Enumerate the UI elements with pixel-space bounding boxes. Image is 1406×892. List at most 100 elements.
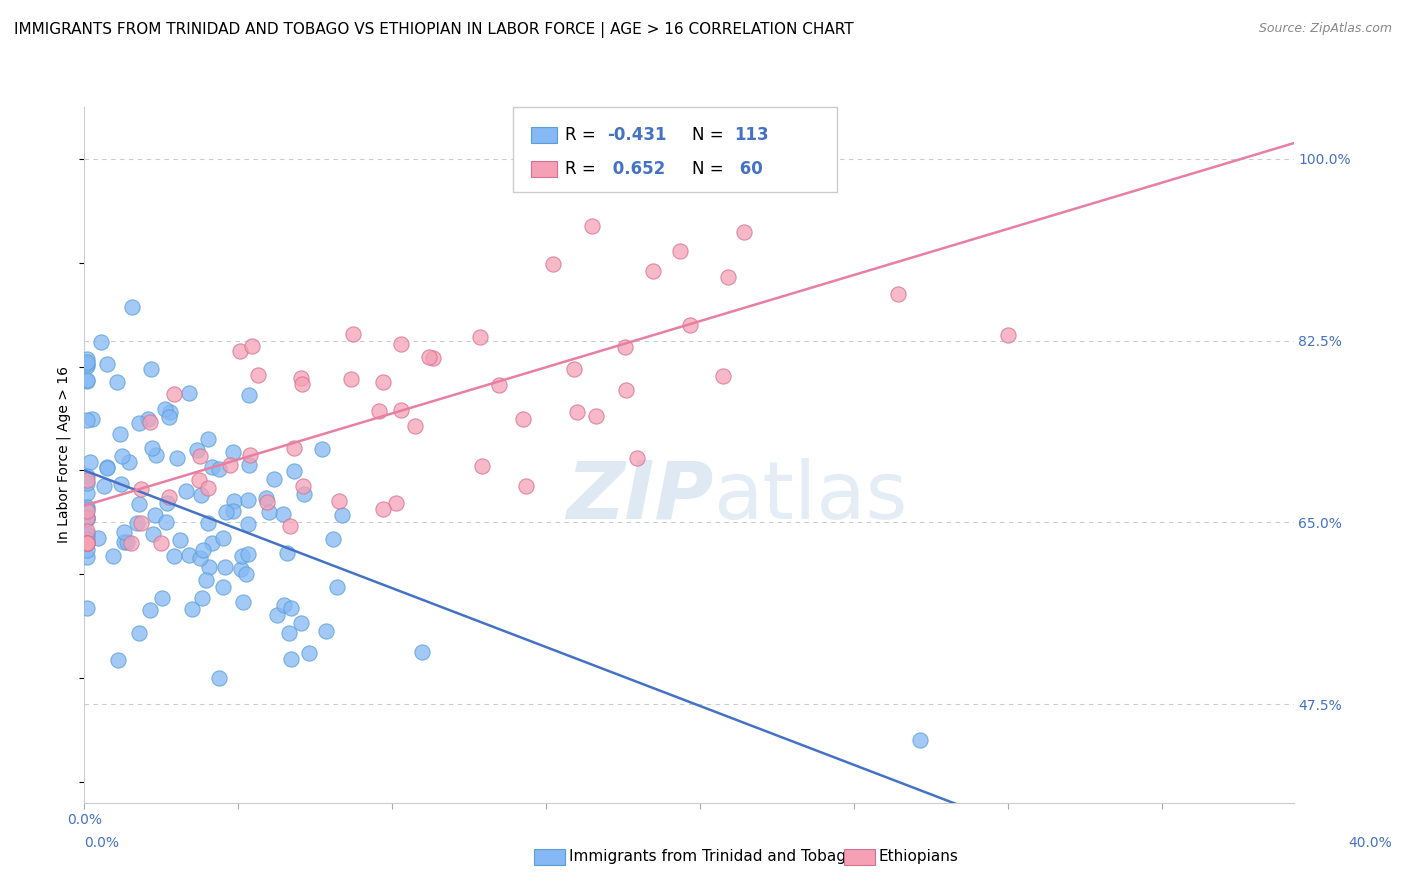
Point: [280, 652, 302, 666]
Text: IMMIGRANTS FROM TRINIDAD AND TOBAGO VS ETHIOPIAN IN LABOR FORCE | AGE > 16 CORRE: IMMIGRANTS FROM TRINIDAD AND TOBAGO VS E…: [14, 22, 853, 38]
Point: [108, 426, 131, 441]
Point: [157, 490, 180, 504]
Point: [117, 534, 139, 549]
Point: [373, 375, 395, 389]
Point: [149, 536, 172, 550]
Point: [163, 549, 186, 563]
Point: [232, 595, 254, 609]
Point: [121, 300, 143, 314]
Text: 40.0%: 40.0%: [1348, 836, 1392, 850]
Point: [371, 502, 394, 516]
Point: [96, 459, 118, 474]
Point: [322, 532, 344, 546]
Point: [411, 645, 433, 659]
Point: [581, 219, 603, 234]
Point: [176, 483, 198, 498]
Text: R =: R =: [565, 126, 602, 144]
Text: atlas: atlas: [713, 458, 907, 536]
Point: [76, 511, 98, 525]
Point: [330, 508, 353, 522]
Point: [138, 603, 160, 617]
Text: 113: 113: [734, 126, 769, 144]
Point: [128, 416, 150, 430]
Point: [127, 516, 149, 531]
Point: [738, 177, 761, 191]
Point: [76, 500, 98, 514]
Point: [585, 409, 607, 424]
Point: [229, 562, 252, 576]
Point: [512, 411, 534, 425]
Point: [76, 473, 98, 487]
Point: [179, 385, 201, 400]
Point: [266, 608, 288, 623]
Point: [231, 549, 253, 563]
Point: [112, 524, 135, 539]
Point: [76, 413, 98, 427]
Point: [96, 357, 118, 371]
Point: [283, 464, 305, 478]
Point: [328, 493, 350, 508]
Point: [118, 455, 141, 469]
Point: [541, 257, 564, 271]
Point: [76, 357, 98, 371]
Text: N =: N =: [692, 160, 728, 178]
Point: [488, 378, 510, 392]
Point: [280, 600, 302, 615]
Point: [197, 481, 219, 495]
Point: [422, 351, 444, 365]
Point: [340, 372, 363, 386]
Point: [235, 567, 257, 582]
Point: [157, 410, 180, 425]
Point: [256, 495, 278, 509]
Point: [150, 591, 173, 605]
Point: [76, 475, 98, 490]
Point: [197, 432, 219, 446]
Point: [76, 359, 98, 374]
Point: [110, 477, 132, 491]
Point: [82, 412, 104, 426]
Y-axis label: In Labor Force | Age > 16: In Labor Force | Age > 16: [56, 367, 72, 543]
Point: [96, 460, 118, 475]
Point: [169, 533, 191, 547]
Point: [290, 370, 312, 384]
Point: [214, 560, 236, 574]
Point: [214, 505, 236, 519]
Point: [79, 455, 101, 469]
Point: [643, 264, 665, 278]
Point: [76, 600, 98, 615]
Text: 0.652: 0.652: [607, 160, 665, 178]
Point: [283, 441, 305, 455]
Point: [229, 343, 252, 358]
Point: [290, 615, 312, 630]
Point: [669, 244, 692, 259]
Point: [326, 580, 349, 594]
Point: [389, 336, 412, 351]
Point: [404, 418, 426, 433]
Point: [342, 326, 364, 341]
Point: [190, 488, 212, 502]
Point: [515, 479, 537, 493]
Point: [128, 497, 150, 511]
Point: [76, 549, 98, 564]
Point: [156, 496, 179, 510]
Point: [186, 442, 208, 457]
Point: [128, 626, 150, 640]
Point: [198, 559, 221, 574]
Point: [311, 442, 333, 456]
Point: [470, 459, 492, 474]
Point: [139, 415, 162, 429]
Point: [997, 328, 1019, 343]
Point: [678, 318, 700, 333]
Point: [76, 351, 98, 366]
Point: [159, 405, 181, 419]
Point: [240, 339, 263, 353]
Point: [155, 515, 177, 529]
Point: [129, 483, 152, 497]
Point: [711, 369, 734, 384]
Text: R =: R =: [565, 160, 602, 178]
Point: [76, 373, 98, 387]
Point: [616, 383, 638, 397]
Point: [389, 402, 412, 417]
Point: [219, 458, 242, 472]
Point: [247, 368, 270, 383]
